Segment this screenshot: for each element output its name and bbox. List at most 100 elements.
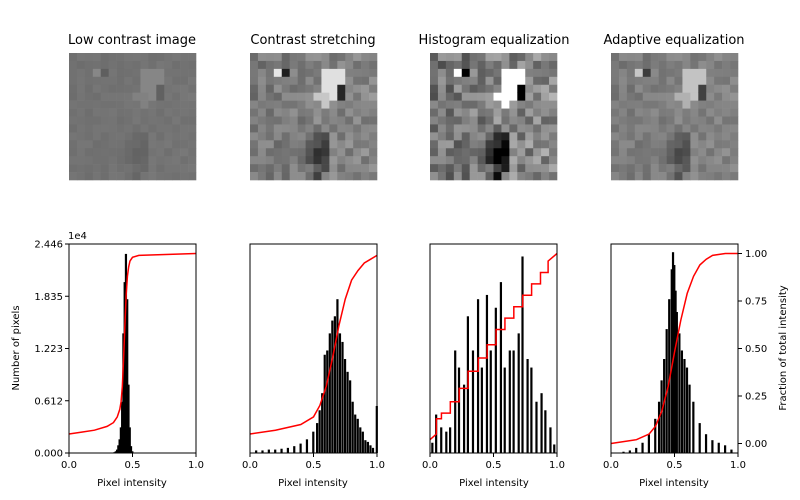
image-pixel [132,172,141,181]
image-pixel [180,140,189,149]
image-pixel [124,100,133,109]
image-pixel [634,68,644,78]
image-pixel [525,92,534,101]
image-pixel [698,92,707,101]
image-pixel [329,84,338,93]
image-pixel [116,68,125,78]
image-pixel [618,108,628,117]
image-pixel [257,76,267,86]
y-right-tick-label: 1.00 [745,249,767,260]
image-pixel [313,172,322,181]
image-pixel [650,100,659,109]
image-pixel [549,132,558,141]
image-pixel [273,108,283,117]
image-pixel [674,53,683,62]
image-title-0: Low contrast image [68,33,196,48]
image-pixel [485,68,494,78]
image-pixel [730,108,739,117]
image-pixel [533,68,542,78]
image-pixel [337,132,346,141]
image-pixel [132,60,141,70]
image-pixel [164,68,173,78]
histogram-bar [333,316,336,453]
image-pixel [164,156,173,165]
image-pixel [453,60,463,70]
image-pixel [148,60,157,70]
image-pixel [297,100,306,109]
image-pixel [722,116,731,125]
image-pixel [164,164,173,173]
image-pixel [437,172,447,181]
image-pixel [250,172,259,181]
image-pixel [634,84,644,93]
image-pixel [618,140,628,149]
image-pixel [525,132,534,141]
image-pixel [164,60,173,70]
image-pixel [461,116,470,125]
image-pixel [257,156,267,165]
histogram-bar [654,418,657,453]
image-pixel [541,140,550,149]
image-pixel [533,124,542,133]
image-pixel [698,132,707,141]
image-pixel [493,140,502,149]
image-pixel [445,148,455,157]
image-pixel [626,108,636,117]
histogram-bar [663,359,666,453]
histogram-bar [359,427,362,453]
image-pixel [305,140,314,149]
image-pixel [180,84,189,93]
x-tick-label: 1.0 [369,460,385,471]
histogram-bar [647,434,650,453]
image-pixel [469,156,478,165]
image-pixel [650,60,659,70]
y-right-tick-label: 0.50 [745,344,767,355]
image-pixel [722,60,731,70]
image-pixel [369,108,378,117]
image-pixel [164,116,173,125]
image-pixel [469,92,478,101]
image-pixel [353,156,362,165]
image-pixel [445,124,455,133]
image-pixel [289,116,298,125]
cdf-line [68,252,197,435]
image-pixel [345,76,354,86]
image-pixel [100,76,109,86]
image-pixel [76,92,86,101]
image-pixel [369,124,378,133]
image-pixel [321,60,330,70]
image-pixel [289,76,298,86]
image-pixel [722,92,731,101]
image-pixel [493,172,502,181]
image-pixel [76,132,86,141]
image-pixel [148,172,157,181]
image-pixel [430,68,439,78]
image-pixel [281,84,290,93]
image-pixel [140,100,149,109]
image-pixel [305,84,314,93]
image-pixel [92,140,102,149]
image-pixel [485,60,494,70]
image-pixel [172,164,181,173]
image-pixel [618,164,628,173]
y-right-tick-label: 0.75 [745,297,767,308]
image-pixel [297,116,306,125]
image-pixel [430,132,439,141]
image-pixel [69,124,78,133]
histogram-bar [371,447,375,453]
image-pixel [493,60,502,70]
image-pixel [188,172,197,181]
image-pixel [618,132,628,141]
image-pixel [658,108,667,117]
image-pixel [690,132,699,141]
image-pixel [461,132,470,141]
image-pixel [180,68,189,78]
image-pixel [156,156,165,165]
image-pixel [140,172,149,181]
image-pixel [453,92,463,101]
image-pixel [116,60,125,70]
x-tick-label: 1.0 [549,460,565,471]
image-pixel [250,164,259,173]
image-pixel [525,172,534,181]
image-pixel [682,132,691,141]
